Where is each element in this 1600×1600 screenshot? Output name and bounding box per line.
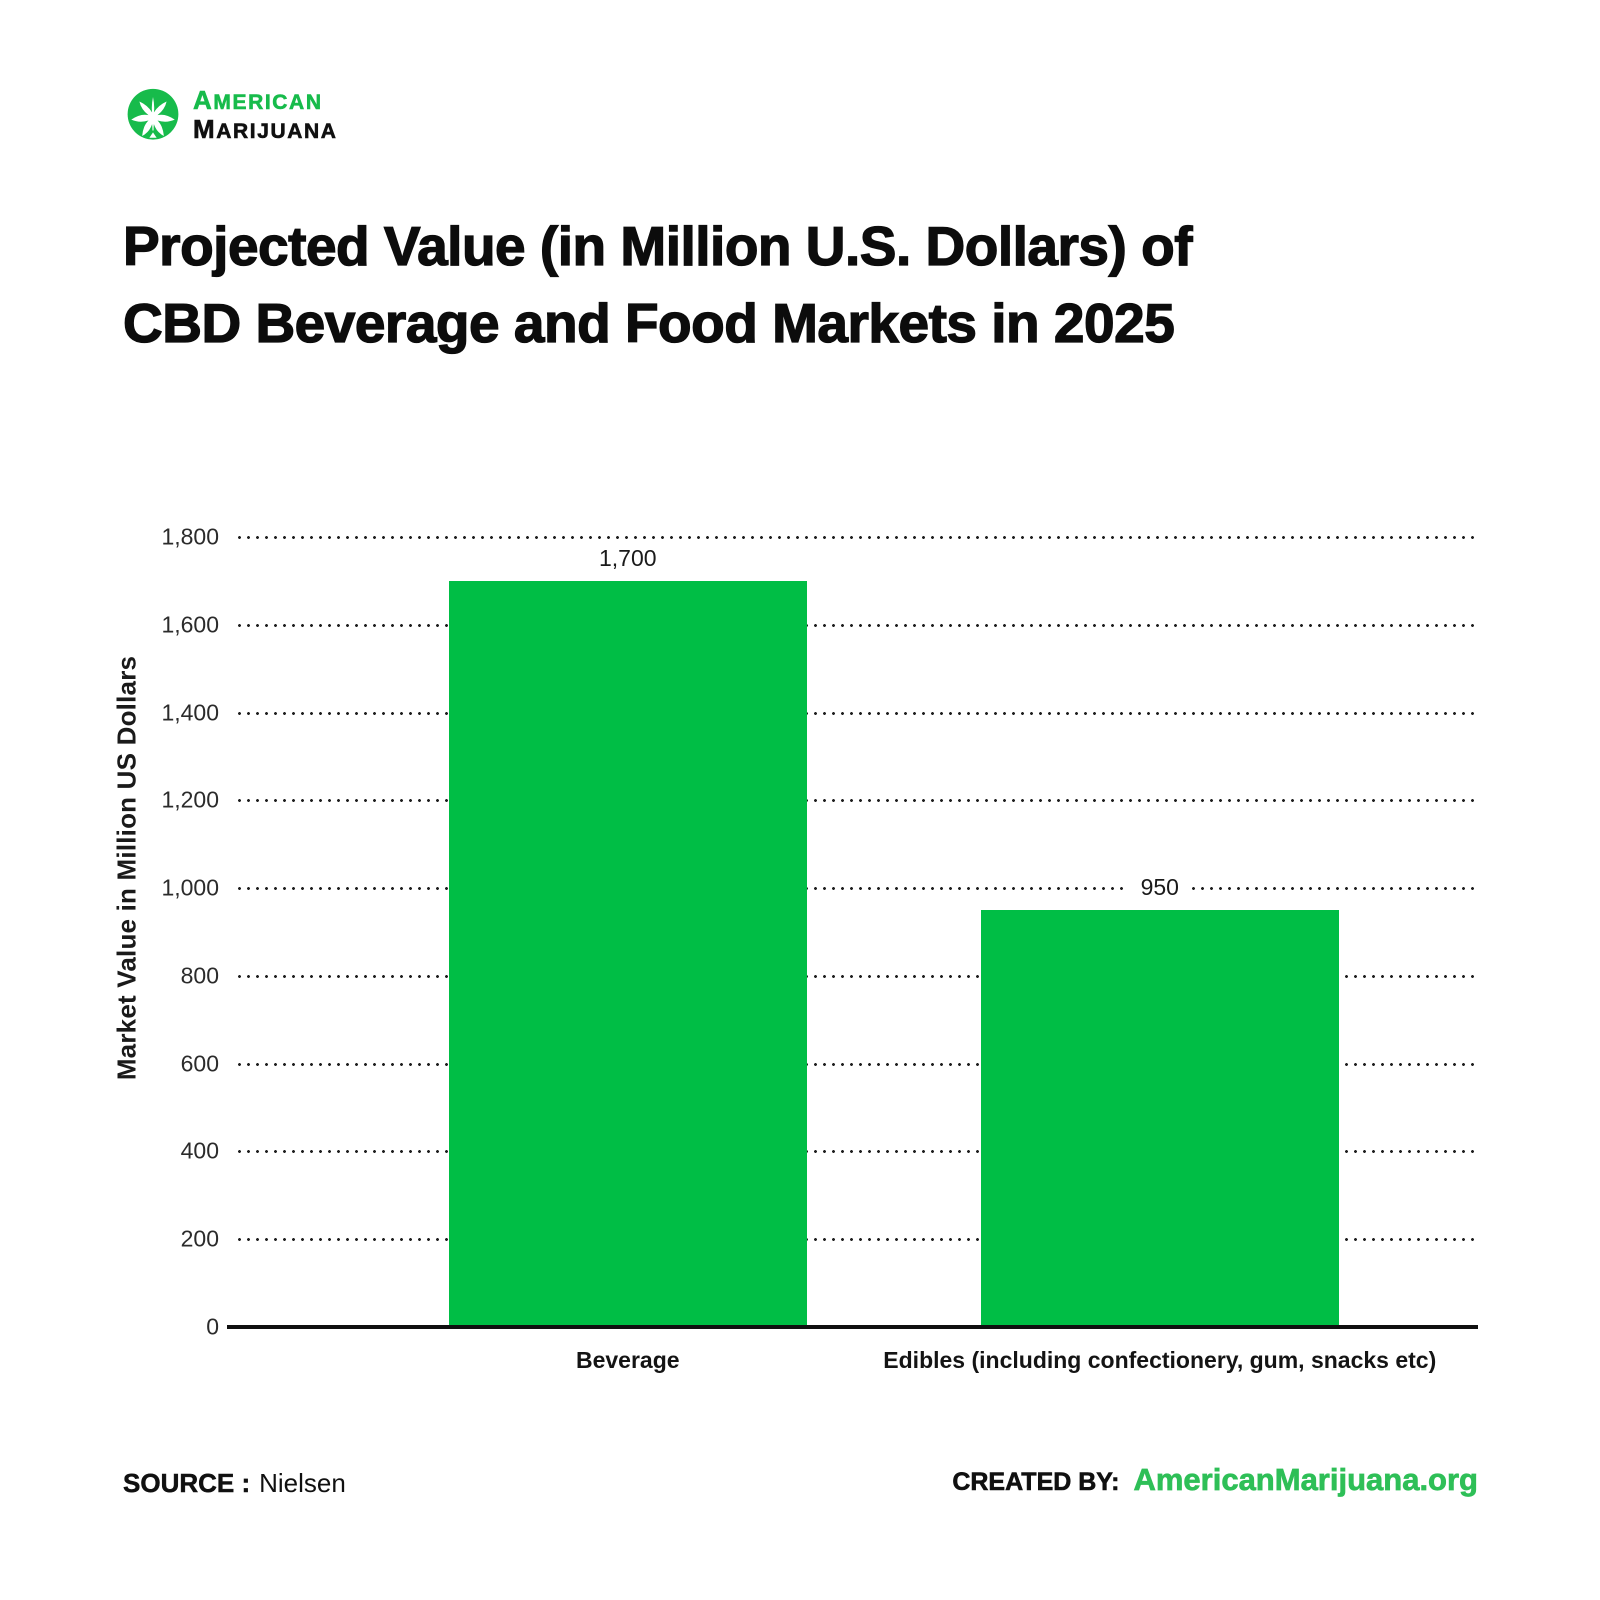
bar-value-label: 950 — [1128, 871, 1191, 905]
bar — [448, 580, 807, 1327]
gridline — [235, 1150, 1478, 1154]
source-note: SOURCE : Nielsen — [123, 1468, 346, 1499]
gridline — [235, 711, 1478, 715]
y-axis-title: Market Value in Million US Dollars — [111, 655, 142, 1081]
x-category-label: Edibles (including confectionery, gum, s… — [883, 1347, 1437, 1373]
y-tick-label: 400 — [180, 1137, 219, 1164]
created-by-note: CREATED BY: AmericanMarijuana.org — [952, 1462, 1478, 1498]
created-by-link[interactable]: AmericanMarijuana.org — [1133, 1462, 1478, 1498]
source-value: Nielsen — [259, 1468, 346, 1498]
plot-area: 1,800 1,600 1,400 1,200 1,000 800 600 400 200 0 1,… — [161, 524, 1478, 1373]
y-tick-label: 600 — [180, 1050, 219, 1077]
gridline — [235, 623, 1478, 627]
x-axis-line — [227, 1325, 1478, 1329]
gridline — [235, 887, 1478, 891]
y-tick-label: 1,800 — [161, 523, 219, 550]
bar — [980, 910, 1339, 1327]
gridline — [235, 1238, 1478, 1242]
brand-logo-text: American Marijuana — [193, 87, 338, 145]
chart-title: Projected Value (in Million U.S. Dollars… — [122, 208, 1483, 362]
created-by-label: CREATED BY: — [952, 1468, 1120, 1497]
y-tick-label: 1,600 — [161, 611, 219, 638]
brand-logo: American Marijuana — [124, 86, 338, 146]
y-tick-label: 1,400 — [161, 699, 219, 726]
y-tick-label: 1,000 — [161, 874, 219, 901]
y-tick-label: 800 — [180, 962, 219, 989]
gridline — [235, 974, 1478, 978]
bar-value-label: 1,700 — [587, 541, 669, 575]
x-category-label: Beverage — [575, 1347, 680, 1373]
marijuana-leaf-icon — [127, 88, 179, 140]
gridline — [235, 536, 1478, 539]
logo-word-marijuana: Marijuana — [193, 114, 338, 144]
y-tick-label: 1,200 — [161, 786, 219, 813]
gridline — [235, 1062, 1478, 1066]
y-tick-label: 200 — [180, 1225, 219, 1252]
y-tick-label: 0 — [206, 1313, 219, 1340]
chart-title-line-2: CBD Beverage and Food Markets in 2025 — [122, 291, 1175, 354]
gridline — [235, 799, 1478, 803]
logo-word-american: American — [193, 85, 323, 115]
source-label: SOURCE : — [123, 1468, 251, 1499]
chart-title-line-1: Projected Value (in Million U.S. Dollars… — [122, 214, 1193, 277]
